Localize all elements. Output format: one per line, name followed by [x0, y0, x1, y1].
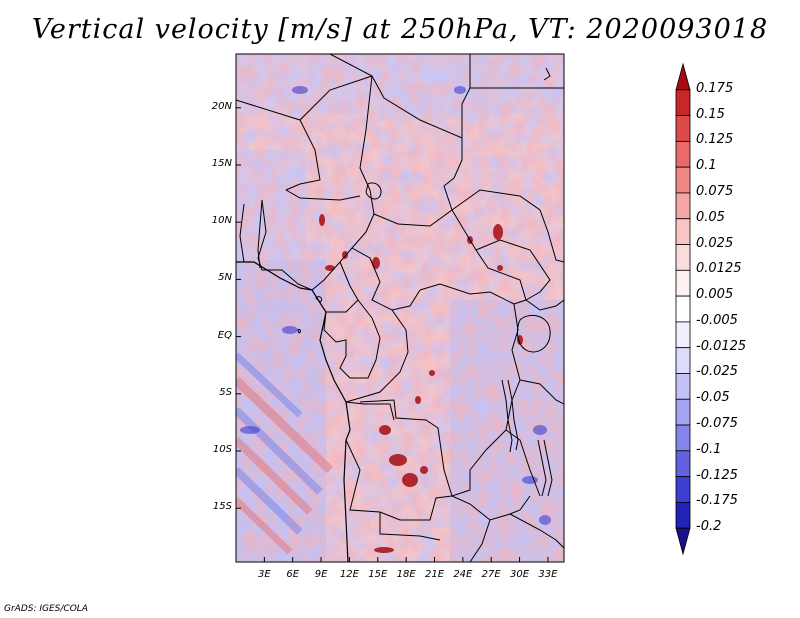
lat-label: 5N	[218, 272, 232, 284]
colorbar-label: -0.175	[696, 493, 738, 509]
colorbar-label: -0.005	[696, 312, 738, 328]
colorbar-label: -0.125	[696, 467, 738, 483]
colorbar-segment	[675, 321, 691, 349]
lon-label: 12E	[339, 569, 359, 580]
colorbar-segment	[675, 527, 691, 556]
lat-label: 15N	[211, 157, 232, 169]
colorbar-segment	[675, 476, 691, 503]
lat-label: EQ	[217, 329, 232, 341]
map-title: Vertical velocity [m/s] at 250hPa, VT: 2…	[31, 14, 769, 45]
colorbar-segment	[675, 166, 691, 194]
colorbar-segment	[675, 192, 691, 220]
lon-label: 18E	[396, 569, 416, 580]
colorbar-segment	[675, 89, 691, 116]
lon-label: 30E	[510, 569, 530, 580]
colorbar-label: -0.05	[696, 390, 730, 406]
colorbar-label: 0.175	[696, 80, 734, 96]
colorbar-segment	[675, 373, 691, 400]
velocity-field	[236, 54, 564, 562]
colorbar-label: -0.025	[696, 364, 738, 380]
lon-label: 33E	[538, 569, 558, 580]
colorbar-segment	[675, 244, 691, 271]
colorbar-label: 0.15	[696, 106, 725, 122]
grads-credit: GrADS: IGES/COLA	[4, 604, 88, 614]
colorbar-label: 0.005	[696, 287, 734, 303]
lat-label: 20N	[211, 100, 232, 112]
country-boundaries	[236, 54, 564, 562]
map-frame	[235, 53, 565, 563]
lon-label: 24E	[453, 569, 473, 580]
colorbar-label: -0.2	[696, 519, 722, 535]
colorbar-label: -0.075	[696, 416, 738, 432]
lon-label: 9E	[314, 569, 328, 580]
colorbar-label: 0.025	[696, 235, 734, 251]
colorbar-label: 0.075	[696, 183, 734, 199]
lon-label: 3E	[258, 569, 271, 580]
colorbar-label: -0.0125	[696, 338, 747, 354]
colorbar	[675, 62, 691, 556]
lon-label: 6E	[286, 569, 300, 580]
colorbar-segment	[675, 269, 691, 297]
lat-label: 10N	[211, 215, 232, 227]
lon-label: 27E	[481, 569, 501, 580]
colorbar-label: 0.125	[696, 132, 734, 148]
lat-label: 10S	[212, 444, 232, 456]
colorbar-segment	[675, 424, 691, 452]
colorbar-label: 0.1	[696, 158, 717, 174]
colorbar-segment	[675, 62, 691, 91]
colorbar-segment	[675, 398, 691, 426]
colorbar-segment	[675, 502, 691, 529]
lon-label: 21E	[424, 569, 445, 580]
lon-label: 15E	[368, 569, 388, 580]
colorbar-label: -0.1	[696, 441, 722, 457]
colorbar-segment	[675, 347, 691, 374]
colorbar-segment	[675, 450, 691, 478]
colorbar-segment	[675, 140, 691, 168]
colorbar-segment	[675, 218, 691, 245]
colorbar-segment	[675, 295, 691, 323]
lat-label: 5S	[219, 386, 232, 398]
lat-label: 15S	[212, 501, 232, 513]
colorbar-label: 0.0125	[696, 261, 742, 277]
colorbar-label: 0.05	[696, 209, 725, 225]
colorbar-segment	[675, 115, 691, 142]
